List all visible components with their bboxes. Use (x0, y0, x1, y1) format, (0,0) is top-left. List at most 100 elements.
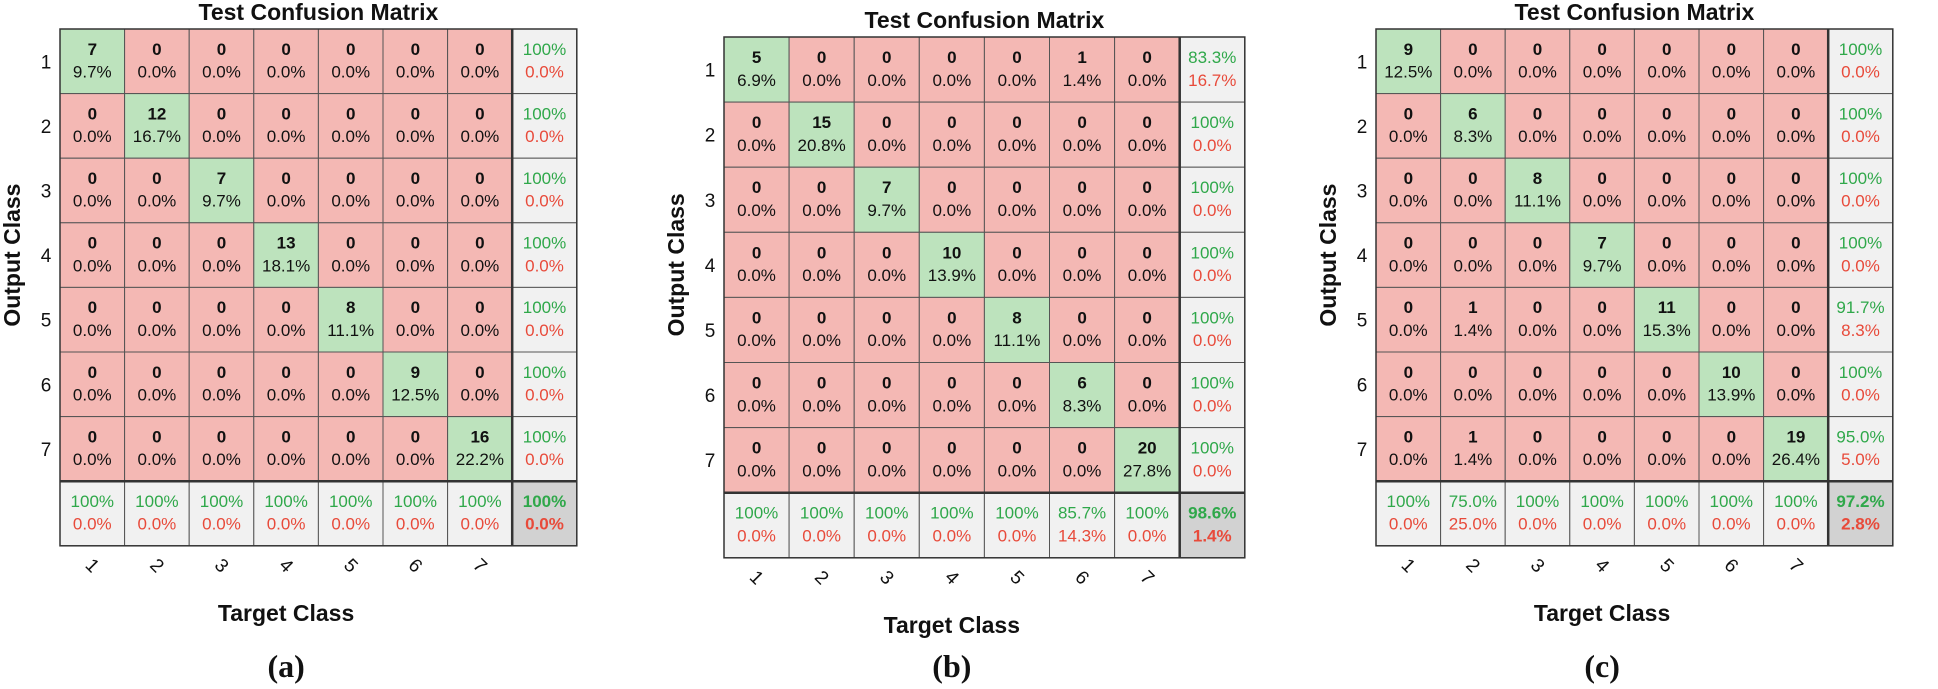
cell-count: 0 (1012, 374, 1021, 393)
col-recall: 100% (329, 492, 372, 511)
row-error: 0.0% (1193, 396, 1232, 415)
cell-percent: 0.0% (1583, 192, 1622, 211)
cell-percent: 0.0% (737, 201, 776, 220)
matrix-cell (983, 427, 1051, 494)
cell-count: 0 (1533, 104, 1542, 123)
cell-percent: 0.0% (1583, 450, 1622, 469)
overall-accuracy: 98.6% (1188, 504, 1236, 523)
col-summary-cell (1504, 480, 1571, 547)
col-error: 0.0% (1712, 515, 1751, 534)
cell-percent: 0.0% (1389, 321, 1428, 340)
matrix-cell (124, 157, 190, 224)
cell-percent: 0.0% (932, 396, 971, 415)
col-error: 25.0% (1449, 515, 1497, 534)
matrix-cell (188, 157, 255, 224)
matrix-cell (918, 101, 985, 168)
cell-percent: 0.0% (1128, 201, 1167, 220)
row-summary-cell (1827, 28, 1894, 95)
y-axis-label: Output Class (663, 193, 689, 336)
matrix-cell (1440, 286, 1506, 353)
cell-percent: 0.0% (802, 201, 841, 220)
cell-count: 8 (346, 298, 355, 317)
cell-count: 0 (1597, 104, 1606, 123)
row-precision: 100% (1839, 234, 1882, 253)
cell-count: 0 (882, 374, 891, 393)
col-recall: 100% (458, 492, 501, 511)
matrix-cell (59, 416, 126, 482)
cell-percent: 0.0% (396, 256, 435, 275)
row-error: 0.0% (1193, 201, 1232, 220)
matrix-cell (447, 157, 513, 224)
cell-percent: 0.0% (1454, 385, 1493, 404)
cell-percent: 0.0% (802, 331, 841, 350)
cell-percent: 11.1% (327, 321, 374, 340)
cell-count: 12 (147, 104, 166, 123)
matrix-cell (1440, 416, 1506, 482)
chart-title: Test Confusion Matrix (198, 0, 438, 25)
col-summary-cell (188, 480, 255, 547)
cell-percent: 0.0% (202, 450, 241, 469)
panel-label: (a) (267, 648, 304, 684)
matrix-cell (1375, 351, 1442, 418)
cell-count: 0 (1077, 113, 1086, 132)
cell-percent: 0.0% (1128, 266, 1167, 285)
cell-percent: 0.0% (1712, 62, 1751, 81)
cell-percent: 0.0% (73, 256, 112, 275)
cell-count: 8 (1533, 169, 1542, 188)
cell-percent: 0.0% (202, 385, 241, 404)
cell-percent: 0.0% (138, 450, 177, 469)
matrix-cell (1633, 222, 1700, 288)
matrix-cell (1440, 28, 1506, 95)
col-summary-cell (253, 480, 319, 547)
matrix-cell (253, 93, 319, 159)
cell-percent: 0.0% (1063, 201, 1102, 220)
matrix-cell (1440, 222, 1506, 288)
col-recall: 100% (1645, 492, 1688, 511)
cell-percent: 0.0% (1063, 266, 1102, 285)
col-error: 0.0% (998, 527, 1037, 546)
cell-percent: 0.0% (1777, 127, 1816, 146)
row-precision: 100% (1191, 308, 1234, 327)
matrix-cell (853, 296, 920, 363)
matrix-cell (1763, 222, 1829, 288)
cell-percent: 0.0% (396, 450, 435, 469)
cell-percent: 0.0% (998, 71, 1037, 90)
cell-count: 0 (1662, 104, 1671, 123)
x-tick-label: 6 (404, 555, 426, 577)
cell-percent: 0.0% (202, 256, 241, 275)
cell-percent: 0.0% (396, 321, 435, 340)
cell-count: 7 (88, 40, 97, 59)
cell-percent: 0.0% (1712, 321, 1751, 340)
col-summary-cell (853, 492, 920, 559)
cell-count: 0 (752, 243, 761, 262)
cell-percent: 0.0% (202, 62, 241, 81)
x-tick-label: 5 (1655, 555, 1677, 577)
cell-percent: 0.0% (1712, 450, 1751, 469)
cell-count: 0 (217, 104, 226, 123)
cell-count: 0 (281, 169, 290, 188)
cell-count: 0 (1142, 243, 1151, 262)
matrix-cell (788, 36, 855, 103)
matrix-cell (1569, 222, 1635, 288)
cell-count: 1 (1077, 48, 1086, 67)
matrix-cell (1504, 416, 1571, 482)
cell-count: 0 (152, 427, 161, 446)
matrix-cell (983, 362, 1051, 429)
overall-error: 0.0% (525, 515, 564, 534)
cell-count: 0 (1727, 104, 1736, 123)
cell-count: 1 (1468, 298, 1477, 317)
matrix-cell (188, 286, 255, 353)
cell-count: 0 (281, 40, 290, 59)
col-recall: 100% (1516, 492, 1559, 511)
matrix-cell (188, 28, 255, 95)
row-precision: 100% (1191, 178, 1234, 197)
x-tick-label: 5 (1005, 567, 1027, 589)
overall-accuracy: 97.2% (1836, 492, 1884, 511)
row-precision: 100% (523, 234, 566, 253)
col-recall: 100% (865, 504, 908, 523)
matrix-cell (1504, 93, 1571, 159)
matrix-cell (1375, 28, 1442, 95)
cell-count: 0 (947, 178, 956, 197)
cell-count: 0 (217, 234, 226, 253)
x-tick-label: 1 (745, 567, 767, 589)
